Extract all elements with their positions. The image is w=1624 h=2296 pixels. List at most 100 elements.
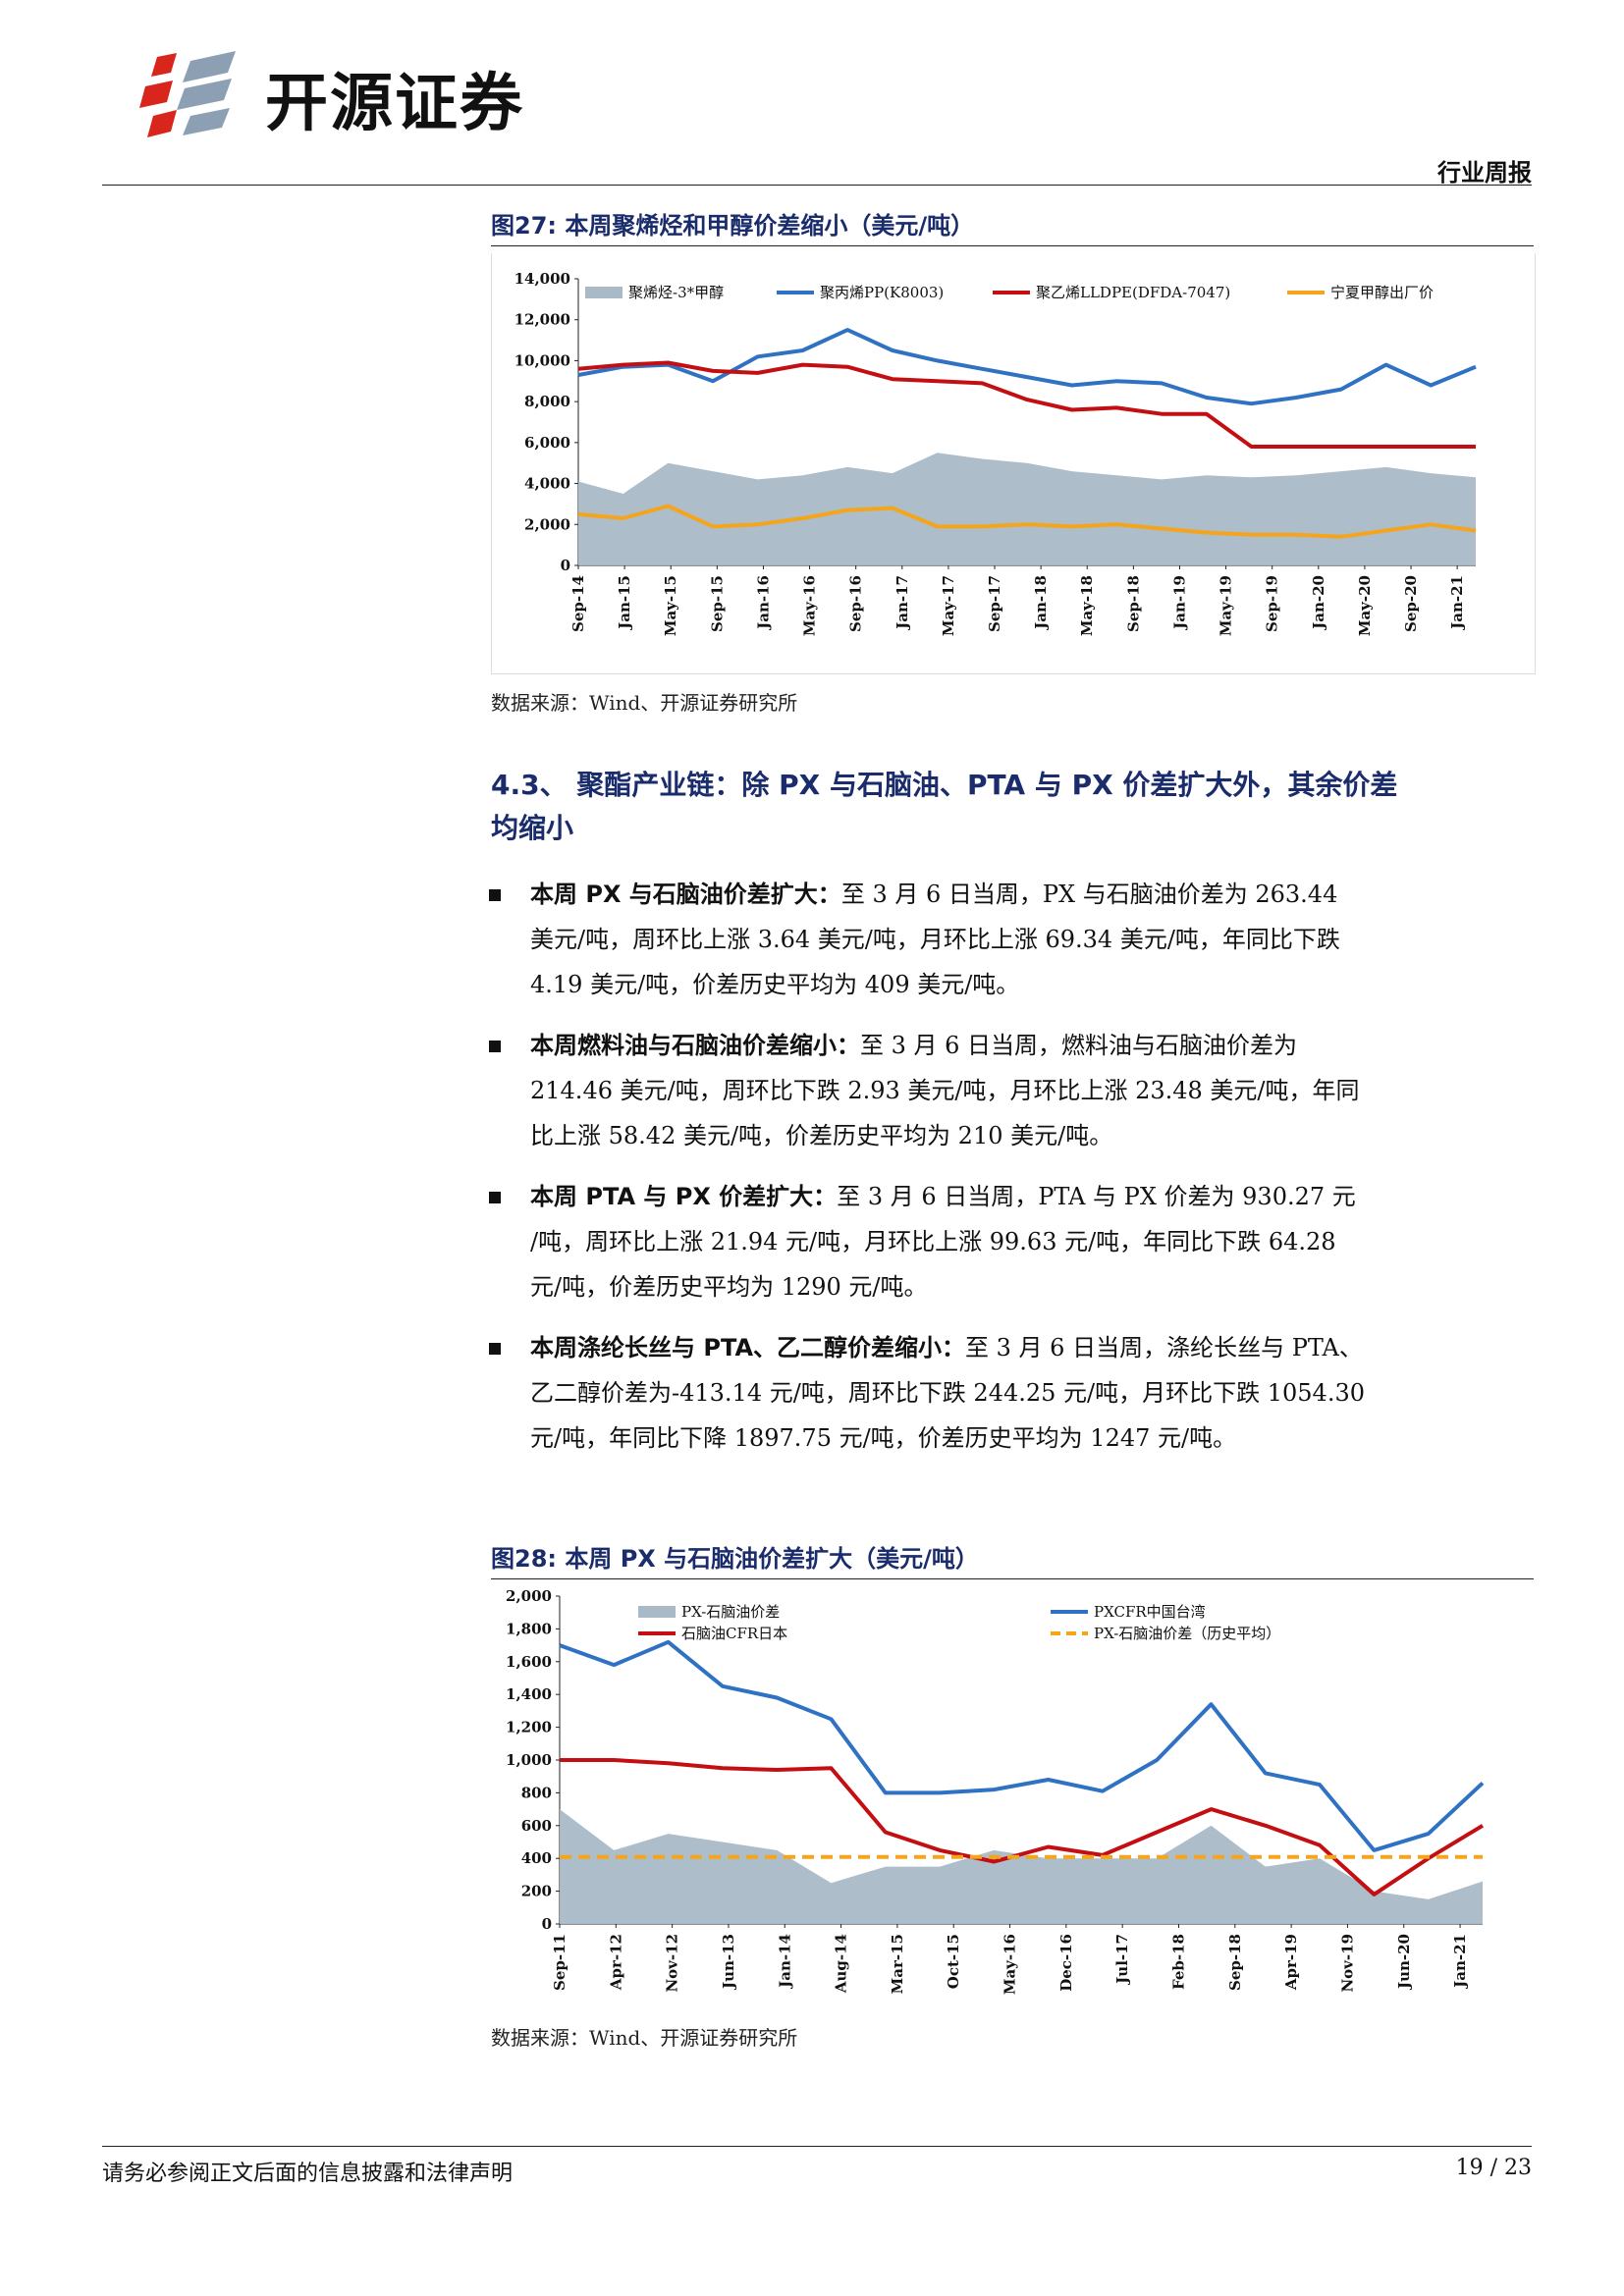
x-tick-label: Sep-17: [986, 575, 1003, 632]
bullet-text: 比上涨 58.42 美元/吨，价差历史平均为 210 美元/吨。: [530, 1122, 1113, 1149]
y-tick-label: 1,000: [506, 1751, 552, 1769]
x-tick-label: Sep-18: [1226, 1934, 1244, 1991]
x-tick-label: Jan-14: [776, 1934, 793, 1990]
figure-28-source: 数据来源：Wind、开源证券研究所: [491, 2026, 798, 2050]
bullet-text: 乙二醇价差为-413.14 元/吨，周环比下跌 244.25 元/吨，月环比下跌…: [530, 1379, 1365, 1407]
header-divider: [102, 185, 1532, 186]
y-tick-label: 10,000: [514, 351, 570, 369]
figure-27-title: 图27: 本周聚烯烃和甲醇价差缩小（美元/吨）: [491, 212, 975, 240]
x-tick-label: Jun-20: [1395, 1934, 1413, 1991]
logo-mark-icon: [139, 51, 236, 137]
x-tick-label: Mar-15: [889, 1934, 906, 1994]
bullet-text: 元/吨，年同比下降 1897.75 元/吨，价差历史平均为 1247 元/吨。: [530, 1424, 1237, 1452]
bullet-square-icon: [489, 1343, 501, 1355]
legend-label: 聚烯烃-3*甲醇: [628, 284, 724, 301]
x-tick-label: Apr-12: [607, 1934, 624, 1991]
bullet-text: 美元/吨，周环比上涨 3.64 美元/吨，月环比上涨 69.34 美元/吨，年同…: [530, 926, 1340, 953]
series-area: [578, 453, 1476, 565]
y-tick-label: 1,600: [506, 1653, 552, 1671]
x-tick-label: Oct-15: [945, 1934, 962, 1989]
x-tick-label: Sep-20: [1402, 575, 1420, 632]
bullet-square-icon: [489, 1041, 501, 1052]
logo-text: 开源证券: [265, 68, 524, 140]
y-tick-label: 400: [521, 1849, 552, 1867]
x-tick-label: May-18: [1078, 575, 1096, 636]
x-tick-label: Jan-21: [1448, 575, 1466, 631]
figure-27-rule: [491, 245, 1534, 246]
figure-28-chart: 2,000 1,800 1,600 1,400 1,200 1,000 800 600 400 2…: [491, 1582, 1534, 2014]
y-tick-label: 6,000: [524, 434, 570, 452]
section-title-line1: 4.3、 聚酯产业链：除 PX 与石脑油、PTA 与 PX 价差扩大外，其余价差: [491, 769, 1398, 801]
y-tick-label: 2,000: [506, 1587, 552, 1605]
series-line: [577, 504, 1477, 539]
y-tick-label: 0: [561, 557, 570, 574]
x-tick-label: Jun-13: [720, 1934, 737, 1991]
y-tick-label: 800: [521, 1784, 552, 1801]
figure-27-chart: 14,000 12,000 10,000 8,000 6,000 4,000 2,000 0 S…: [491, 253, 1536, 674]
bullet-text: 214.46 美元/吨，周环比下跌 2.93 美元/吨，月环比上涨 23.48 …: [530, 1077, 1360, 1104]
x-tick-label: May-16: [801, 575, 819, 636]
x-tick-label: Jan-17: [893, 575, 911, 631]
x-tick-label: Jan-15: [616, 575, 633, 631]
figure-27-source: 数据来源：Wind、开源证券研究所: [491, 691, 798, 715]
bullet-square-icon: [489, 1192, 501, 1203]
x-tick-label: May-20: [1356, 575, 1374, 636]
report-type: 行业周报: [1437, 159, 1532, 187]
section-title-line2: 均缩小: [491, 812, 574, 844]
x-tick-label: Jul-17: [1113, 1934, 1131, 1986]
bullet-head: 本周 PTA 与 PX 价差扩大：: [530, 1183, 838, 1210]
bullet-text: 至 3 月 6 日当周，PX 与石脑油价差为 263.44: [840, 881, 1338, 908]
legend-label: PX-石脑油价差: [681, 1603, 780, 1621]
bullet-polyester: 本周涤纶长丝与 PTA、乙二醇价差缩小：至 3 月 6 日当周，涤纶长丝与 PT…: [489, 1325, 1532, 1461]
legend-label: 聚丙烯PP(K8003): [820, 284, 944, 301]
page-number: 19 / 23: [1455, 2156, 1532, 2180]
x-tick-label: Aug-14: [833, 1934, 850, 1994]
y-tick-label: 8,000: [524, 393, 570, 410]
bullet-pta-px: 本周 PTA 与 PX 价差扩大：至 3 月 6 日当周，PTA 与 PX 价差…: [489, 1174, 1532, 1309]
bullet-head: 本周涤纶长丝与 PTA、乙二醇价差缩小：: [530, 1334, 966, 1362]
y-tick-label: 0: [542, 1915, 552, 1933]
legend-swatch: [585, 287, 623, 298]
footer-divider: [102, 2146, 1532, 2147]
bullet-text: 4.19 美元/吨，价差历史平均为 409 美元/吨。: [530, 971, 1020, 998]
figure-28-title: 图28: 本周 PX 与石脑油价差扩大（美元/吨）: [491, 1545, 979, 1573]
bullet-fueloil-naphtha: 本周燃料油与石脑油价差缩小：至 3 月 6 日当周，燃料油与石脑油价差为 214…: [489, 1023, 1532, 1158]
x-tick-label: May-15: [662, 575, 679, 636]
bullet-head: 本周燃料油与石脑油价差缩小：: [530, 1032, 860, 1059]
bullet-text: 至 3 月 6 日当周，燃料油与石脑油价差为: [860, 1032, 1298, 1059]
series-line: [559, 1639, 1485, 1852]
series-line: [577, 328, 1477, 406]
x-tick-label: Nov-19: [1338, 1934, 1356, 1993]
x-tick-label: Sep-16: [847, 575, 865, 632]
x-tick-label: May-19: [1218, 575, 1235, 636]
x-tick-label: Jan-21: [1451, 1934, 1469, 1990]
legend-label: 石脑油CFR日本: [681, 1625, 787, 1642]
y-tick-label: 600: [521, 1817, 552, 1835]
legend-label: 宁夏甲醇出厂价: [1330, 284, 1434, 301]
x-tick-label: Sep-15: [708, 575, 726, 632]
x-tick-label: Sep-18: [1124, 575, 1142, 632]
y-tick-label: 2,000: [524, 515, 570, 533]
bullet-text: 至 3 月 6 日当周，涤纶长丝与 PTA、: [965, 1334, 1363, 1362]
x-tick-label: Jan-19: [1170, 575, 1188, 631]
x-tick-label: Feb-18: [1169, 1934, 1187, 1990]
series-area: [560, 1809, 1483, 1924]
x-tick-label: Jan-18: [1032, 575, 1050, 631]
figure-27-svg: 14,00012,00010,0008,0006,0004,0002,0000S…: [514, 270, 1477, 636]
x-tick-label: Sep-19: [1264, 575, 1281, 632]
bullet-text: 至 3 月 6 日当周，PTA 与 PX 价差为 930.27 元: [837, 1183, 1356, 1210]
y-tick-label: 14,000: [514, 270, 570, 288]
y-tick-label: 1,400: [506, 1685, 552, 1703]
legend-label: PX-石脑油价差（历史平均）: [1094, 1625, 1280, 1642]
y-tick-label: 200: [521, 1883, 552, 1900]
x-tick-label: Jan-20: [1310, 575, 1327, 631]
y-tick-label: 4,000: [524, 475, 570, 493]
x-tick-label: Jan-16: [754, 575, 772, 631]
x-tick-label: Sep-14: [569, 575, 587, 632]
x-tick-label: Nov-12: [664, 1934, 681, 1993]
legend-label: PXCFR中国台湾: [1094, 1603, 1206, 1621]
bullet-px-naphtha: 本周 PX 与石脑油价差扩大：至 3 月 6 日当周，PX 与石脑油价差为 26…: [489, 872, 1532, 1007]
x-tick-label: Apr-19: [1282, 1934, 1300, 1991]
bullet-text: 元/吨，价差历史平均为 1290 元/吨。: [530, 1273, 928, 1301]
x-tick-label: Dec-16: [1057, 1934, 1075, 1992]
